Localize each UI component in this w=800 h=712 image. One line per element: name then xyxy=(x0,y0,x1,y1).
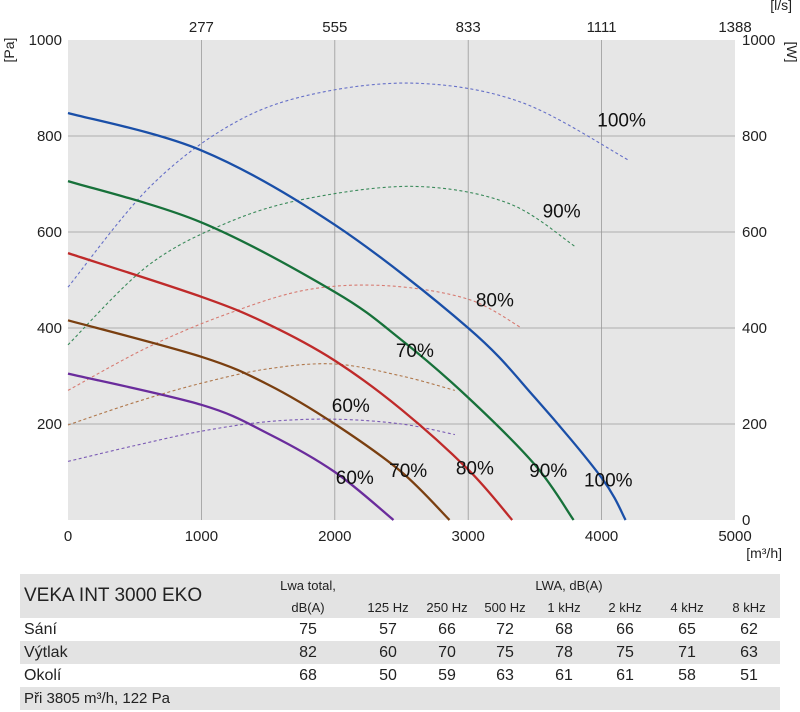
y-right-tick-label: 400 xyxy=(742,320,767,337)
band-header: 8 kHz xyxy=(718,596,781,618)
lwa-total-header-line2: dB(A) xyxy=(258,596,358,618)
acoustic-data-table: VEKA INT 3000 EKO Lwa total, LWA, dB(A) … xyxy=(20,574,781,710)
table-row-vytlak: Výtlak 82 60 70 75 78 75 71 63 xyxy=(20,641,781,664)
curve-label-70: 70% xyxy=(389,461,427,482)
value-cell: 62 xyxy=(740,620,758,638)
value-cell: 78 xyxy=(534,641,594,664)
y-left-tick-label: 800 xyxy=(37,128,62,145)
x-top-tick-label: 1111 xyxy=(587,19,617,36)
pressure-curve-60 xyxy=(67,372,395,521)
value-cell: 60 xyxy=(358,641,418,664)
value-cell: 63 xyxy=(496,666,514,684)
row-label: Výtlak xyxy=(20,641,258,664)
value-cell: 72 xyxy=(496,620,514,638)
table-band-row: dB(A) 125 Hz 250 Hz 500 Hz 1 kHz 2 kHz 4… xyxy=(20,596,781,618)
y-right-tick-label: 0 xyxy=(742,512,750,529)
band-header: 2 kHz xyxy=(594,596,656,618)
grid-lines xyxy=(68,40,735,520)
x-top-tick-label: 555 xyxy=(322,19,347,36)
value-cell: 50 xyxy=(379,666,397,684)
power-curves xyxy=(67,82,629,462)
band-header: 1 kHz xyxy=(534,596,594,618)
power-curve-100 xyxy=(67,82,629,288)
power-curve-90 xyxy=(67,185,576,346)
band-header: 125 Hz xyxy=(358,596,418,618)
model-name: VEKA INT 3000 EKO xyxy=(20,574,258,618)
table-header-row: VEKA INT 3000 EKO Lwa total, LWA, dB(A) xyxy=(20,574,781,618)
table-footnote-row: Při 3805 m³/h, 122 Pa xyxy=(20,687,781,710)
y-right-tick-label: 200 xyxy=(742,416,767,433)
band-header: 500 Hz xyxy=(476,596,534,618)
y-left-tick-label: 400 xyxy=(37,320,62,337)
power-curve-70 xyxy=(67,363,456,426)
value-cell: 70 xyxy=(418,641,476,664)
x-bottom-tick-label: 2000 xyxy=(318,528,351,545)
x-top-tick-label: 277 xyxy=(189,19,214,36)
pressure-curves xyxy=(67,111,627,521)
x-top-tick-label: 1388 xyxy=(718,19,751,36)
value-cell: 65 xyxy=(678,620,696,638)
value-cell: 66 xyxy=(438,620,456,638)
y-right-unit: [W] xyxy=(784,42,800,63)
x-bottom-tick-label: 0 xyxy=(64,528,72,545)
plot-area xyxy=(68,40,735,520)
y-left-unit: [Pa] xyxy=(1,38,17,63)
curve-label-100: 100% xyxy=(597,110,646,131)
power-curve-60 xyxy=(67,418,456,462)
pressure-curve-90 xyxy=(67,180,575,521)
curve-label-60: 60% xyxy=(336,468,374,489)
value-cell: 61 xyxy=(555,666,573,684)
x-bottom-tick-label: 5000 xyxy=(718,528,751,545)
pressure-curve-80 xyxy=(67,252,514,521)
row-label: Sání xyxy=(24,620,57,638)
value-cell: 68 xyxy=(555,620,573,638)
band-header: 4 kHz xyxy=(656,596,718,618)
value-cell: 57 xyxy=(379,620,397,638)
total-cell: 68 xyxy=(299,666,317,684)
curve-label-80: 80% xyxy=(476,290,514,311)
value-cell: 51 xyxy=(740,666,758,684)
power-curve-80 xyxy=(67,284,522,391)
pressure-curve-100 xyxy=(67,111,627,521)
lwa-header: LWA, dB(A) xyxy=(358,574,781,596)
y-left-tick-label: 1000 xyxy=(29,32,62,49)
value-cell: 71 xyxy=(656,641,718,664)
curve-label-70: 70% xyxy=(396,341,434,362)
value-cell: 59 xyxy=(438,666,456,684)
curve-label-90: 90% xyxy=(543,202,581,223)
table-row-sani: Sání 75 57 66 72 68 66 65 62 xyxy=(20,618,780,641)
y-left-tick-label: 200 xyxy=(37,416,62,433)
total-cell: 82 xyxy=(258,641,358,664)
value-cell: 75 xyxy=(476,641,534,664)
x-top-tick-label: 833 xyxy=(456,19,481,36)
y-right-tick-label: 800 xyxy=(742,128,767,145)
value-cell: 58 xyxy=(678,666,696,684)
pressure-curve-70 xyxy=(67,319,451,521)
y-left-tick-label: 600 xyxy=(37,224,62,241)
curve-labels: 100% 90% 80% 70% 60% 100% 90% 80% 70% 60% xyxy=(332,110,646,491)
table-row-okoli: Okolí 68 50 59 63 61 61 58 51 xyxy=(20,664,780,687)
curve-label-100: 100% xyxy=(584,470,633,491)
x-top-unit: [l/s] xyxy=(770,0,792,13)
value-cell: 61 xyxy=(616,666,634,684)
curve-label-90: 90% xyxy=(529,461,567,482)
value-cell: 75 xyxy=(594,641,656,664)
lwa-total-header-line1: Lwa total, xyxy=(258,574,358,596)
curve-label-60: 60% xyxy=(332,396,370,417)
row-label: Okolí xyxy=(24,666,62,684)
y-right-tick-label: 1000 xyxy=(742,32,775,49)
curve-label-80: 80% xyxy=(456,458,494,479)
x-bottom-tick-label: 3000 xyxy=(452,528,485,545)
x-bottom-tick-label: 4000 xyxy=(585,528,618,545)
total-cell: 75 xyxy=(299,620,317,638)
operating-point-note: Při 3805 m³/h, 122 Pa xyxy=(20,687,781,710)
x-bottom-unit: [m³/h] xyxy=(746,545,782,561)
value-cell: 66 xyxy=(616,620,634,638)
value-cell: 63 xyxy=(718,641,781,664)
x-bottom-tick-label: 1000 xyxy=(185,528,218,545)
y-right-tick-label: 600 xyxy=(742,224,767,241)
band-header: 250 Hz xyxy=(418,596,476,618)
